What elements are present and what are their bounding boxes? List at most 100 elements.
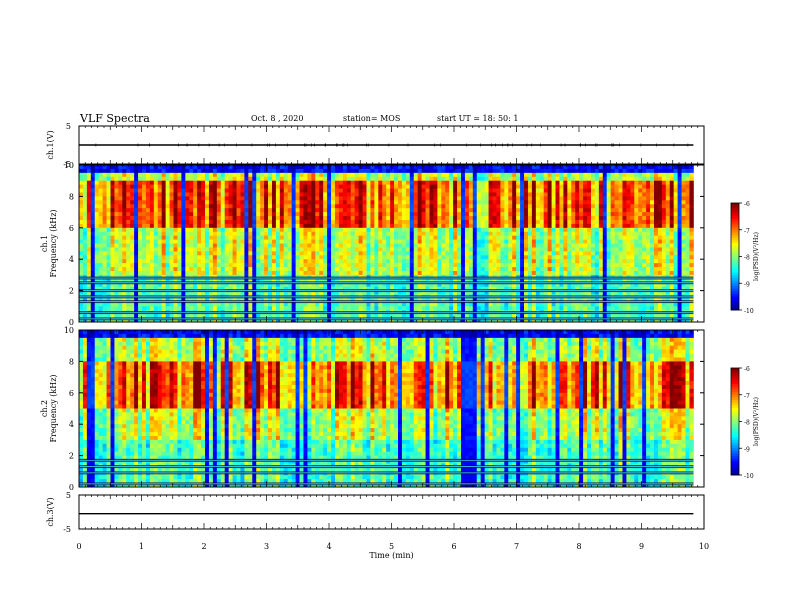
spec-cell [299, 192, 304, 197]
spec-cell [220, 208, 226, 213]
spec-cell [307, 306, 312, 311]
spec-cell [323, 200, 328, 205]
spec-cell [275, 278, 281, 284]
spec-cell [543, 314, 549, 319]
spec-cell [508, 267, 513, 272]
spec-cell [177, 192, 182, 197]
spec-cell [401, 267, 407, 272]
spec-cell [90, 172, 96, 178]
spec-cell [464, 239, 470, 244]
spec-cell [476, 216, 482, 221]
spec-cell [323, 180, 328, 186]
spec-cell [79, 208, 84, 213]
spec-cell [500, 290, 505, 295]
spec-cell [126, 306, 131, 311]
spec-cell [102, 314, 107, 319]
spec-cell [445, 282, 450, 288]
spec-cell [197, 282, 202, 288]
spec-cell [193, 200, 198, 205]
spec-cell [354, 168, 360, 174]
spec-cell [248, 216, 253, 221]
spec-cell [86, 180, 92, 186]
spec-cell [484, 247, 489, 252]
spec-cell [524, 172, 529, 178]
spec-cell [102, 263, 107, 268]
spec-cell [244, 255, 249, 260]
spec-cell [118, 216, 123, 221]
spec-cell [559, 223, 564, 229]
spec-cell [126, 223, 131, 229]
spec-cell [527, 165, 533, 170]
spec-cell [118, 306, 123, 311]
spec-cell [236, 219, 241, 225]
spec-cell [374, 192, 379, 197]
spec-cell [205, 282, 210, 288]
spec-cell [480, 208, 486, 213]
spec-cell [197, 216, 202, 221]
spec-cell [169, 282, 174, 288]
spec-cell [114, 176, 119, 182]
spec-cell [240, 231, 245, 237]
spec-cell [520, 192, 525, 197]
spec-cell [480, 176, 486, 182]
spec-cell [126, 231, 131, 237]
spec-cell [169, 235, 174, 240]
spec-cell [468, 204, 474, 209]
spec-cell [271, 165, 277, 170]
spec-cell [421, 180, 426, 186]
spec-cell [409, 247, 415, 252]
spec-cell [516, 235, 521, 240]
spec-cell [429, 235, 434, 240]
spec-cell [362, 235, 367, 240]
spec-cell [208, 212, 214, 217]
spec-cell [374, 282, 379, 288]
spec-cell [413, 223, 419, 229]
spec-cell [130, 180, 135, 186]
spec-cell [378, 263, 383, 268]
spec-cell [264, 216, 269, 221]
spec-cell [390, 223, 395, 229]
spec-cell [508, 208, 513, 213]
spec-cell [197, 243, 202, 248]
spec-cell [118, 302, 123, 307]
spec-cell [401, 227, 407, 233]
spec-cell [524, 270, 529, 276]
spec-cell [445, 231, 450, 237]
spec-cell [338, 165, 344, 170]
spec-cell [264, 188, 269, 193]
spec-cell [106, 208, 111, 213]
spec-cell [488, 278, 493, 284]
spec-cell [504, 180, 509, 186]
spec-cell [244, 282, 249, 288]
spec-cell [149, 180, 155, 186]
spec-cell [169, 180, 174, 186]
spec-cell [216, 168, 222, 174]
spec-cell [118, 270, 123, 276]
spec-cell [98, 267, 104, 272]
spec-cell [390, 314, 395, 319]
spec-cell [547, 282, 552, 288]
spec-cell [153, 286, 159, 292]
spec-cell [114, 168, 119, 174]
spec-cell [90, 223, 96, 229]
spec-cell [342, 200, 348, 205]
spec-cell [508, 204, 513, 209]
spec-cell [307, 282, 312, 288]
spec-cell [464, 188, 470, 193]
spec-cell [264, 231, 269, 237]
spec-cell [457, 192, 462, 197]
spec-cell [205, 165, 210, 170]
spec-cell [79, 314, 84, 319]
spec-cell [145, 231, 151, 237]
spec-cell [539, 165, 545, 170]
spec-cell [220, 168, 226, 174]
spec-cell [405, 188, 411, 193]
spec-cell [531, 282, 537, 288]
spec-cell [346, 208, 352, 213]
spec-cell [208, 172, 214, 178]
spec-cell [382, 180, 387, 186]
spec-cell [417, 223, 423, 229]
spec-cell [138, 216, 143, 221]
spec-cell [205, 243, 210, 248]
spec-cell [370, 204, 375, 209]
